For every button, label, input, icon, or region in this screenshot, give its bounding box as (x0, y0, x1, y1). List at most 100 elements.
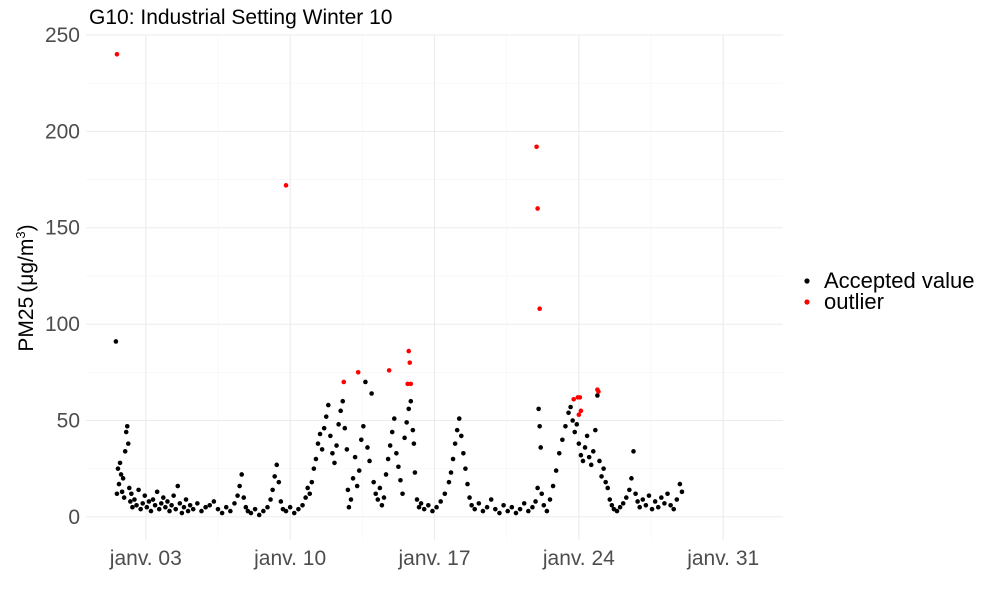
x-tick-label: janv. 10 (253, 547, 326, 570)
data-point-accepted (356, 468, 362, 473)
data-point-accepted (150, 497, 156, 502)
data-point-accepted (211, 499, 217, 504)
data-point-accepted (550, 483, 556, 489)
data-point-accepted (328, 433, 333, 439)
data-point-accepted (190, 506, 196, 512)
data-point-accepted (121, 495, 127, 500)
data-point-accepted (346, 504, 352, 510)
data-point-outlier (571, 396, 576, 402)
data-point-accepted (367, 458, 372, 464)
data-point-accepted (140, 501, 146, 506)
data-point-accepted (448, 470, 454, 475)
data-point-accepted (410, 427, 416, 433)
data-point-accepted (412, 470, 418, 475)
data-point-accepted (665, 491, 670, 497)
data-point-accepted (122, 449, 128, 454)
data-point-accepted (116, 481, 122, 487)
data-point-accepted (677, 481, 683, 487)
data-point-accepted (576, 441, 582, 446)
data-point-accepted (183, 497, 189, 502)
data-point-accepted (243, 504, 249, 510)
data-point-accepted (411, 441, 417, 446)
data-point-accepted (563, 423, 568, 429)
data-point-accepted (418, 501, 424, 506)
data-point-accepted (652, 499, 658, 504)
data-point-accepted (134, 503, 139, 508)
data-point-accepted (187, 503, 193, 508)
data-point-accepted (605, 485, 611, 491)
data-point-accepted (469, 503, 474, 508)
data-point-accepted (414, 497, 420, 502)
data-point-accepted (617, 504, 623, 510)
data-point-accepted (627, 487, 632, 493)
data-point-accepted (127, 485, 132, 491)
data-point-accepted (538, 445, 543, 450)
data-point-accepted (509, 504, 515, 510)
data-point-accepted (185, 508, 191, 514)
data-point-accepted (300, 503, 305, 508)
data-point-accepted (521, 501, 527, 506)
data-point-accepted (165, 499, 170, 504)
data-point-accepted (526, 508, 531, 514)
data-point-accepted (637, 504, 642, 510)
data-point-accepted (430, 508, 435, 514)
y-tick-label: 150 (45, 217, 80, 240)
data-point-outlier (355, 370, 361, 375)
data-point-accepted (649, 506, 655, 512)
data-point-accepted (123, 429, 129, 435)
y-tick-label: 200 (45, 120, 80, 143)
data-point-accepted (603, 479, 608, 485)
data-point-accepted (228, 508, 233, 514)
data-point-accepted (635, 499, 640, 504)
data-point-accepted (158, 501, 164, 506)
data-point-accepted (679, 489, 685, 495)
data-point-accepted (497, 510, 502, 516)
data-point-accepted (456, 416, 462, 421)
data-point-accepted (171, 493, 176, 498)
data-point-accepted (537, 423, 542, 429)
data-point-accepted (535, 485, 540, 491)
data-point-accepted (311, 466, 317, 471)
grid (86, 34, 783, 540)
data-point-accepted (309, 479, 315, 485)
data-point-accepted (354, 483, 360, 489)
data-point-accepted (114, 491, 120, 497)
legend-label-accepted: Accepted value (824, 268, 974, 293)
data-point-accepted (590, 449, 596, 454)
data-point-accepted (326, 402, 331, 408)
data-point-accepted (584, 433, 590, 439)
data-point-accepted (501, 503, 506, 508)
y-axis-title-sup: 3 (13, 231, 28, 238)
data-point-accepted (371, 479, 376, 485)
data-point-accepted (118, 472, 124, 477)
data-point-accepted (544, 508, 550, 514)
data-point-accepted (130, 504, 135, 510)
data-point-accepted (620, 501, 626, 506)
data-point-accepted (219, 510, 225, 516)
data-point-accepted (530, 504, 535, 510)
data-point-accepted (334, 443, 339, 448)
y-axis-title-close: ) (15, 224, 38, 231)
data-point-accepted (421, 506, 427, 512)
y-tick-label: 250 (45, 24, 80, 47)
data-point-accepted (330, 450, 335, 456)
data-point-accepted (132, 497, 137, 502)
data-point-accepted (580, 458, 586, 464)
data-point-accepted (265, 504, 270, 510)
data-point-accepted (553, 468, 559, 473)
data-point-accepted (480, 508, 486, 514)
data-point-accepted (671, 506, 677, 512)
data-point-accepted (383, 472, 389, 477)
y-axis-title-open: ( (15, 286, 38, 293)
data-point-accepted (256, 512, 262, 518)
data-point-accepted (350, 476, 356, 481)
data-point-outlier (408, 381, 414, 387)
data-point-accepted (381, 495, 387, 500)
data-point-accepted (472, 506, 478, 512)
data-point-accepted (125, 441, 131, 446)
data-point-accepted (276, 479, 282, 485)
data-point-accepted (517, 506, 523, 512)
data-point-accepted (235, 493, 240, 498)
data-point-accepted (547, 497, 553, 502)
